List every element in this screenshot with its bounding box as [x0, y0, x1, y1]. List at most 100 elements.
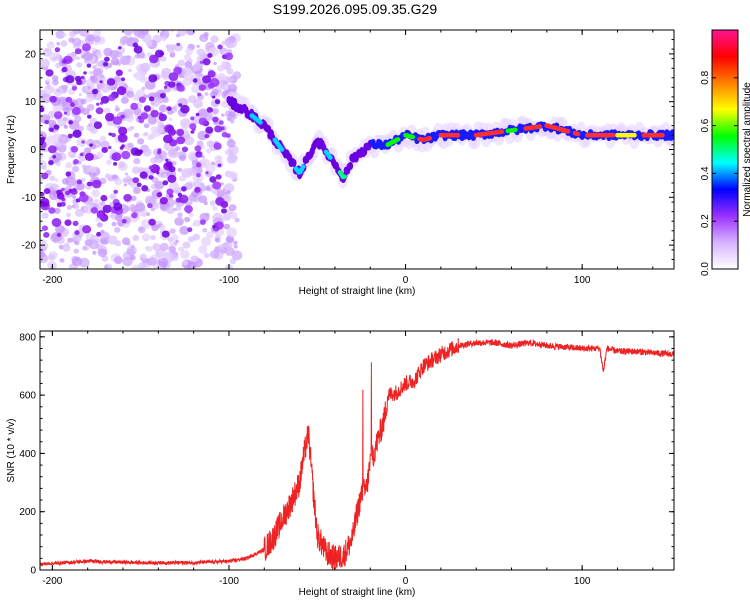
noise-blob [174, 146, 181, 152]
noise-blob [65, 106, 70, 111]
noise-blob-strong [148, 175, 154, 180]
noise-blob [190, 255, 199, 263]
noise-blob [157, 121, 164, 128]
noise-blob-strong [61, 59, 67, 64]
noise-blob [160, 56, 167, 62]
noise-blob-strong [71, 106, 81, 116]
noise-blob [150, 157, 158, 164]
noise-blob [211, 189, 216, 194]
noise-blob [47, 260, 57, 269]
noise-blob [214, 237, 220, 243]
noise-blob-strong [215, 197, 225, 206]
ridge-peak [395, 137, 401, 142]
noise-blob [234, 217, 240, 223]
noise-blob-strong [150, 109, 159, 118]
noise-blob [132, 73, 138, 78]
noise-blob-strong [133, 45, 143, 54]
noise-blob [90, 76, 98, 83]
noise-blob [82, 245, 88, 251]
noise-blob-strong [63, 111, 68, 115]
noise-blob [126, 248, 136, 257]
noise-blob-strong [102, 204, 112, 214]
noise-blob [123, 205, 131, 212]
noise-blob [49, 86, 55, 92]
colorbar-tick-label: 0.0 [700, 262, 711, 276]
noise-blob-strong [181, 186, 187, 192]
noise-blob [167, 237, 174, 243]
noise-blob [139, 62, 151, 73]
noise-blob [175, 239, 179, 243]
noise-blob [81, 108, 90, 116]
noise-blob-strong [204, 133, 210, 139]
noise-blob-strong [100, 101, 104, 105]
noise-blob [101, 255, 109, 262]
noise-blob [95, 67, 104, 76]
noise-blob [114, 227, 121, 233]
noise-blob-strong [176, 84, 185, 92]
noise-blob-strong [168, 72, 179, 81]
y-tick-label: 800 [19, 332, 36, 343]
noise-blob [60, 40, 68, 47]
noise-blob [78, 93, 83, 97]
noise-blob [227, 242, 233, 248]
noise-blob [228, 111, 236, 118]
noise-blob [99, 74, 105, 79]
noise-blob [200, 182, 204, 186]
colorbar: 0.0 0.2 0.4 0.6 0.8 Normalized spectral ampl… [700, 29, 750, 276]
noise-blob-strong [40, 106, 45, 112]
x-tick-label: 100 [574, 576, 591, 587]
noise-blob-strong [166, 188, 174, 195]
noise-blob [198, 108, 209, 118]
noise-blob [226, 68, 234, 75]
noise-blob [199, 33, 209, 43]
noise-blob-strong [41, 172, 49, 180]
noise-blob-strong [56, 202, 63, 208]
noise-blob [139, 30, 150, 36]
noise-blob-strong [163, 85, 168, 89]
noise-blob-strong [44, 119, 50, 125]
noise-blob [92, 250, 97, 255]
noise-blob-strong [53, 124, 60, 130]
noise-blob [216, 65, 225, 72]
noise-blob [128, 68, 132, 73]
noise-blob [93, 30, 102, 37]
noise-blob-strong [212, 116, 219, 123]
noise-blob [145, 195, 156, 206]
noise-blob-strong [61, 66, 68, 73]
noise-blob-strong [138, 96, 146, 103]
noise-blob [225, 235, 234, 244]
noise-blob [114, 256, 123, 265]
noise-blob-strong [65, 75, 75, 84]
noise-blob [104, 264, 109, 269]
noise-blob [179, 154, 186, 162]
colorbar-label: Normalized spectral amplitude [742, 82, 750, 217]
noise-blob [143, 123, 150, 129]
noise-blob-strong [137, 115, 142, 120]
noise-blob [95, 217, 101, 222]
noise-blob-strong [118, 46, 122, 50]
colorbar-tick-label: 0.4 [700, 166, 711, 180]
noise-blob-strong [158, 113, 167, 122]
noise-blob [212, 107, 220, 114]
colorbar-tick-label: 0.8 [700, 70, 711, 84]
noise-blob-strong [156, 192, 163, 198]
noise-blob-strong [111, 132, 116, 138]
noise-blob [127, 142, 134, 149]
noise-blob [42, 47, 53, 57]
noise-blob [51, 75, 59, 82]
noise-blob [159, 106, 164, 110]
colorbar-ticks: 0.0 0.2 0.4 0.6 0.8 [700, 70, 738, 276]
noise-blob [209, 91, 218, 98]
noise-blob [133, 186, 141, 195]
noise-blob [201, 236, 212, 247]
y-tick-label: -20 [22, 241, 37, 252]
noise-blob [46, 41, 55, 49]
noise-blob [66, 204, 73, 210]
noise-blob-strong [52, 155, 56, 159]
snr-frame [39, 330, 675, 571]
noise-blob [72, 195, 77, 199]
noise-blob [77, 125, 84, 132]
noise-blob [99, 135, 107, 142]
noise-blob [111, 221, 117, 227]
noise-blob [75, 208, 84, 217]
